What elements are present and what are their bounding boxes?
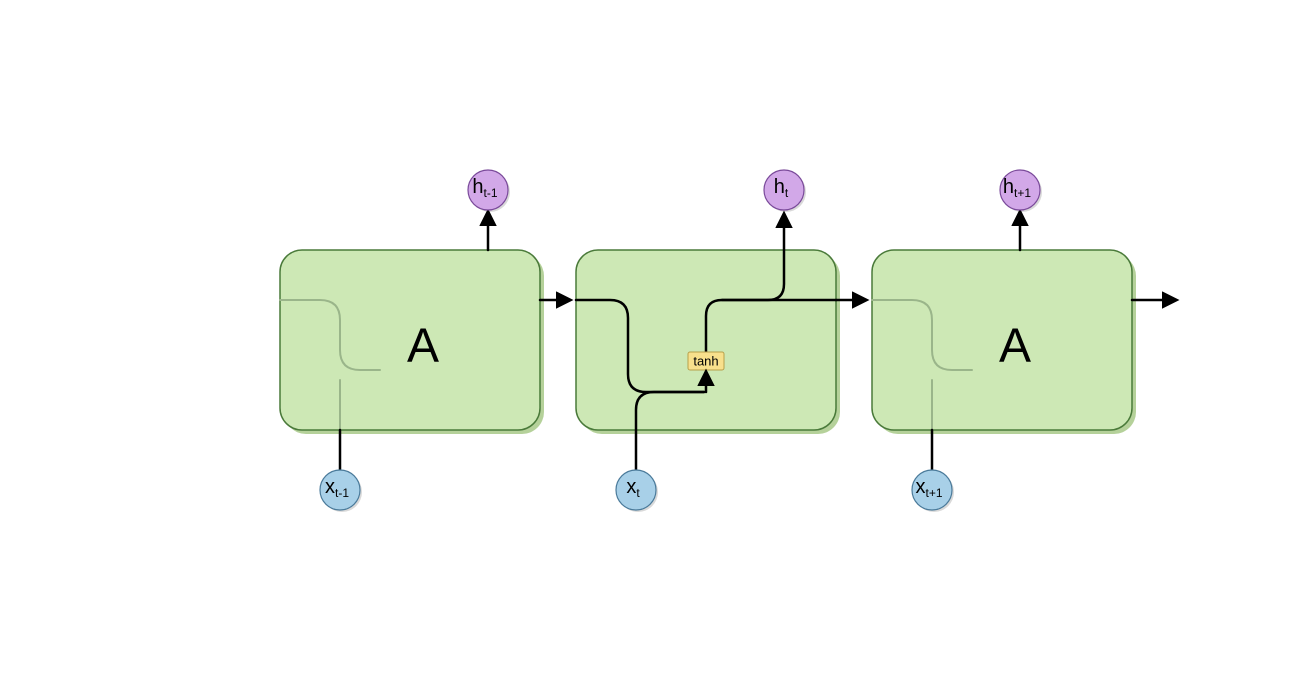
cell-t-plus-1: A xyxy=(872,250,1136,434)
node-h-t: ht xyxy=(764,170,806,212)
cell-t xyxy=(576,250,840,434)
node-x-t-plus-1: xt+1 xyxy=(912,470,954,512)
cell-t-minus-1: A xyxy=(280,250,544,434)
cell-label-A-left: A xyxy=(407,320,439,373)
node-h-t-plus-1: ht+1 xyxy=(1000,170,1042,212)
tanh-op: tanh xyxy=(688,352,724,370)
cell-label-A-right: A xyxy=(999,320,1031,373)
node-x-t: xt xyxy=(616,470,658,512)
rnn-diagram: A A tanh ht-1 xyxy=(0,0,1300,700)
node-h-t-minus-1: ht-1 xyxy=(468,170,510,212)
node-x-t-minus-1: xt-1 xyxy=(320,470,362,512)
tanh-label: tanh xyxy=(693,353,718,368)
